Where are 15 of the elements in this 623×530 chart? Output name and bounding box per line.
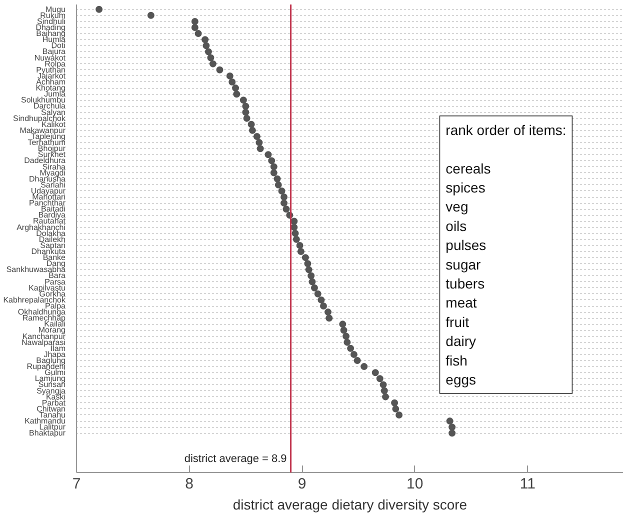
x-tick-label: 11 (520, 476, 536, 492)
ref-line-label: district average = 8.9 (184, 453, 287, 466)
x-tick-label: 9 (298, 476, 306, 492)
x-tick-label: 7 (72, 476, 81, 492)
x-tick-label: 10 (406, 476, 424, 492)
y-tick-label: Bhojpur (38, 144, 66, 154)
y-tick-label: Kabhrepalanchok (3, 295, 66, 304)
y-tick-label: Dang (46, 259, 66, 268)
y-tick-label: Bardiya (38, 210, 66, 220)
x-tick-label: 8 (185, 476, 194, 492)
text: rank order of items: cereals spices veg oils pulses sugar tubers meat fruit dairy fish eggs (446, 122, 566, 388)
y-tick-label: Lamjung (34, 374, 66, 384)
x-axis-title: district average dietary diversity score (232, 496, 468, 512)
y-tick-label: Khotang (36, 84, 66, 93)
y-tick-label: Rupandehi (26, 362, 66, 372)
